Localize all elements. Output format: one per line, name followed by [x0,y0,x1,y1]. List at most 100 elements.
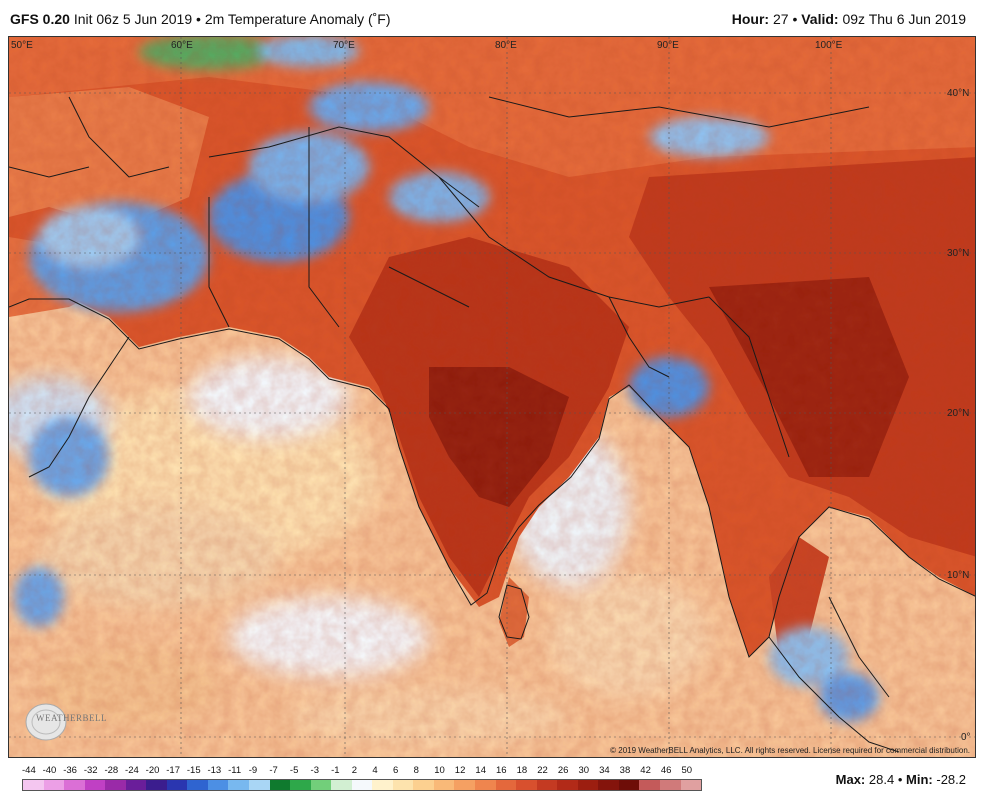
legend-swatch [516,780,537,790]
legend-swatch [351,780,373,790]
legend-tick-label: -28 [104,765,119,776]
legend-tick-label: -40 [42,765,57,776]
logo-text: WEATHERBELL [36,713,107,723]
max-min-readout: Max: 28.4 • Min: -28.2 [836,772,966,787]
title-separator: • [196,11,201,27]
legend-swatch [23,780,44,790]
weatherbell-logo-icon [25,703,67,741]
lon-label: 60°E [171,40,193,51]
map-svg: 50°E 60°E 70°E 80°E 90°E 100°E 40°N 30°N… [9,37,975,757]
legend-tick-label: 38 [619,765,631,776]
lon-label: 70°E [333,40,355,51]
legend-swatch [454,780,476,790]
legend-swatch [557,780,578,790]
min-label: Min: [906,772,933,787]
legend-tick-label: 34 [599,765,610,776]
legend-swatch [536,780,558,790]
legend-tick-label: 10 [434,765,445,776]
legend-swatch [43,780,65,790]
latitude-labels: 40°N 30°N 20°N 10°N 0° [947,88,971,743]
title-left: GFS 0.20 Init 06z 5 Jun 2019 • 2m Temper… [10,11,391,27]
legend-tick-label: -24 [125,765,139,776]
legend-swatch [433,780,455,790]
legend-swatch [84,780,106,790]
legend-tick-label: 46 [660,765,672,776]
max-label: Max: [835,772,866,787]
lat-label: 10°N [947,570,969,581]
legend-swatch [577,780,599,790]
legend-tick-label: -1 [331,765,340,776]
legend-tick-label: 50 [681,765,693,776]
legend-tick-label: 2 [351,765,358,776]
copyright-notice: © 2019 WeatherBELL Analytics, LLC. All r… [610,746,970,755]
legend-tick-label: 16 [496,765,507,776]
min-value: -28.2 [936,772,966,787]
legend-tick-label: -17 [166,765,180,776]
header-separator: • [792,11,798,27]
legend-tick-label: 30 [578,765,590,776]
lat-label: 20°N [947,408,969,419]
legend-tick-label: 22 [537,765,548,776]
legend-tick-label: 18 [516,765,528,776]
max-value: 28.4 [868,772,895,787]
legend-tick-label: -5 [289,765,299,776]
legend-swatch [166,780,188,790]
graticule [9,37,975,757]
color-legend: -44 -40 -36 -32 -28 -24 -20 -17 -15 -13 -11 -9 -7 -5-… [22,765,702,795]
legend-swatch [598,780,619,790]
legend-tick-label: -9 [248,765,258,776]
legend-swatch [207,780,229,790]
hour-value: 27 [772,11,789,27]
legend-swatch [331,780,352,790]
legend-tick-label: 42 [640,765,651,776]
legend-tick-label: -32 [83,765,98,776]
legend-tick-label: -15 [186,765,201,776]
model-name: GFS 0.20 [10,11,70,27]
product-name: 2m Temperature Anomaly (˚F) [204,11,391,27]
legend-swatch [680,780,702,790]
lon-label: 100°E [815,40,843,51]
legend-tick-label: -3 [310,765,319,776]
hour-label: Hour: [731,11,770,27]
legend-swatch [392,780,414,790]
stats-separator: • [897,772,903,787]
legend-swatch [249,780,270,790]
legend-swatch [105,780,126,790]
legend-swatch [475,780,496,790]
legend-swatch [146,780,167,790]
legend-tick-label: 4 [372,765,378,776]
header-bar: GFS 0.20 Init 06z 5 Jun 2019 • 2m Temper… [0,0,984,36]
legend-tick-label: 26 [557,765,569,776]
lon-label: 50°E [11,40,33,51]
legend-swatch [618,780,640,790]
lat-label: 40°N [947,88,969,99]
legend-tick-label: -7 [269,765,278,776]
legend-swatch [413,780,434,790]
legend-tick-label: 12 [454,765,466,776]
longitude-labels: 50°E 60°E 70°E 80°E 90°E 100°E [11,40,843,51]
title-right: Hour: 27 • Valid: 09z Thu 6 Jun 2019 [732,11,966,27]
lat-label: 0° [961,732,971,743]
legend-swatch [310,780,332,790]
legend-swatch [269,780,291,790]
lat-label: 30°N [947,248,969,259]
legend-swatch [125,780,147,790]
legend-labels: -44 -40 -36 -32 -28 -24 -20 -17 -15 -13 -11 -9 -7 -5-… [22,765,702,779]
coastlines-and-borders [9,96,975,753]
lon-label: 80°E [495,40,517,51]
legend-tick-label: -20 [145,765,160,776]
lon-label: 90°E [657,40,679,51]
legend-swatch [187,780,208,790]
anomaly-map: 50°E 60°E 70°E 80°E 90°E 100°E 40°N 30°N… [8,36,976,758]
legend-tick-label: -13 [207,765,222,776]
legend-swatch [659,780,681,790]
valid-label: Valid: [801,11,839,27]
texture-overlay [9,37,975,757]
legend-tick-label: -11 [228,765,242,776]
legend-color-bar [22,779,702,791]
legend-swatch [639,780,660,790]
legend-tick-label: -36 [63,765,77,776]
legend-swatch [64,780,85,790]
legend-tick-label: 8 [413,765,419,776]
legend-swatch [372,780,393,790]
